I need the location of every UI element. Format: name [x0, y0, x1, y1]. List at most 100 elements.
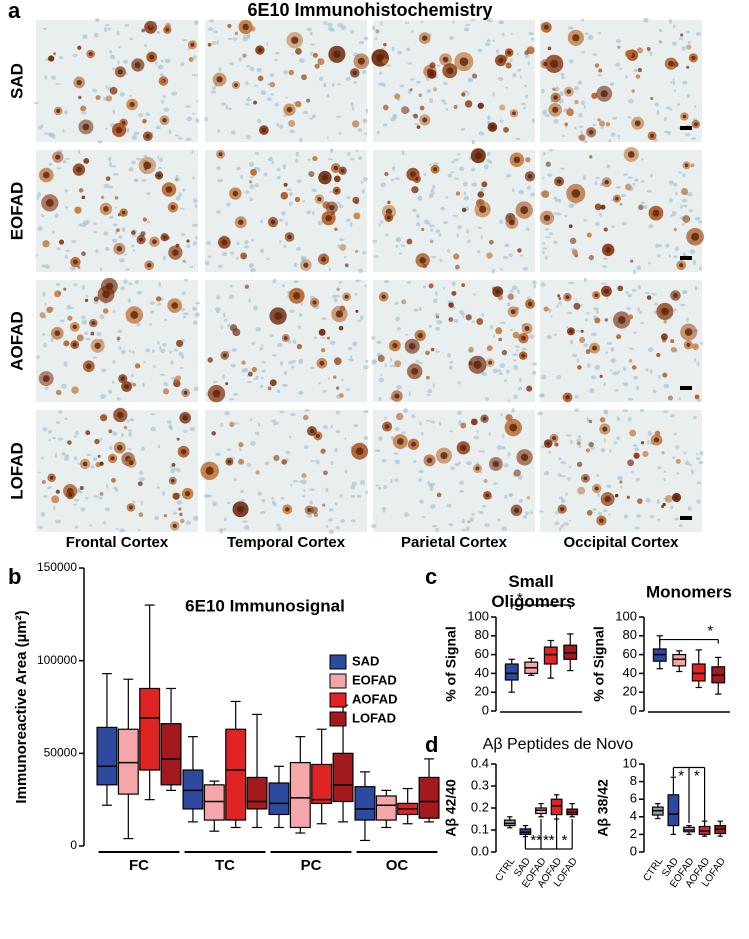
nucleus: [656, 254, 661, 258]
nucleus: [131, 350, 135, 354]
nucleus: [360, 180, 364, 184]
nucleus: [416, 221, 421, 227]
plaque: [132, 382, 137, 387]
plaque: [303, 414, 309, 421]
plaque: [355, 309, 359, 313]
row-label: LOFAD: [7, 442, 26, 500]
nucleus: [216, 295, 221, 300]
nucleus: [100, 267, 103, 272]
nucleus: [329, 148, 334, 153]
plaque-core: [524, 326, 530, 331]
nucleus: [163, 107, 169, 112]
nucleus: [541, 250, 545, 255]
nucleus: [116, 397, 121, 401]
nucleus: [546, 173, 553, 177]
nucleus: [236, 166, 241, 171]
nucleus: [261, 498, 266, 503]
significance-label: *: [694, 767, 700, 784]
nucleus: [350, 101, 354, 107]
nucleus: [109, 50, 113, 54]
nucleus: [185, 105, 191, 108]
y-tick-label: 20: [623, 684, 637, 699]
plaque-core: [72, 324, 78, 330]
nucleus: [116, 527, 119, 530]
nucleus: [436, 64, 441, 67]
nucleus: [380, 373, 383, 377]
nucleus: [111, 67, 115, 71]
plaque: [172, 492, 180, 500]
nucleus: [261, 376, 264, 380]
nucleus: [96, 140, 103, 144]
nucleus: [488, 432, 491, 436]
nucleus: [680, 204, 683, 209]
nucleus: [451, 281, 456, 287]
nucleus: [399, 84, 405, 88]
nucleus: [386, 64, 392, 67]
nucleus: [143, 360, 146, 364]
plaque-core: [317, 197, 322, 202]
nucleus: [358, 268, 363, 274]
plaque: [552, 87, 556, 92]
plaque: [333, 357, 342, 365]
nucleus: [530, 192, 536, 197]
nucleus: [254, 183, 259, 188]
nucleus: [394, 459, 401, 465]
nucleus: [125, 72, 128, 75]
nucleus: [616, 475, 623, 481]
nucleus: [314, 336, 318, 340]
nucleus: [350, 494, 356, 498]
nucleus: [678, 171, 682, 174]
plaque: [51, 495, 60, 504]
plaque: [95, 461, 101, 468]
nucleus: [182, 39, 188, 42]
nucleus: [373, 255, 380, 258]
plaque-core: [54, 330, 61, 337]
nucleus: [155, 61, 158, 66]
nucleus: [63, 361, 68, 367]
nucleus: [64, 110, 68, 115]
nucleus: [490, 324, 493, 330]
nucleus: [230, 363, 236, 368]
plaque-core: [139, 237, 144, 242]
nucleus: [136, 322, 141, 327]
nucleus: [64, 454, 70, 459]
y-tick-label: 60: [623, 646, 637, 661]
plaque: [436, 492, 442, 498]
x-tick-label: FC: [129, 857, 149, 874]
nucleus: [37, 225, 43, 231]
nucleus: [617, 370, 621, 374]
plaque-core: [105, 282, 114, 291]
plaque-core: [673, 293, 678, 298]
plaque-core: [115, 126, 123, 134]
nucleus: [334, 447, 338, 453]
nucleus: [382, 123, 388, 127]
nucleus: [78, 149, 81, 155]
nucleus: [516, 52, 519, 56]
nucleus: [430, 189, 435, 193]
nucleus: [671, 456, 676, 460]
nucleus: [531, 370, 537, 375]
plaque-core: [333, 50, 341, 59]
nucleus: [185, 137, 192, 142]
nucleus: [333, 298, 338, 303]
plaque-core: [691, 232, 700, 241]
nucleus: [96, 331, 102, 337]
nucleus: [51, 436, 57, 440]
plaque: [77, 265, 81, 269]
nucleus: [550, 315, 553, 318]
plaque: [468, 361, 473, 366]
micrograph: [204, 19, 370, 143]
nucleus: [289, 435, 292, 439]
nucleus: [436, 319, 443, 325]
plaque-core: [552, 106, 559, 113]
plaque: [164, 235, 170, 241]
micrograph: [537, 408, 704, 532]
plaque: [461, 207, 467, 213]
nucleus: [531, 118, 535, 123]
plaque: [383, 43, 387, 47]
y-tick-label: 80: [475, 627, 489, 642]
nucleus: [610, 132, 616, 137]
nucleus: [484, 164, 489, 170]
plaque-core: [417, 332, 423, 339]
nucleus: [599, 212, 602, 217]
